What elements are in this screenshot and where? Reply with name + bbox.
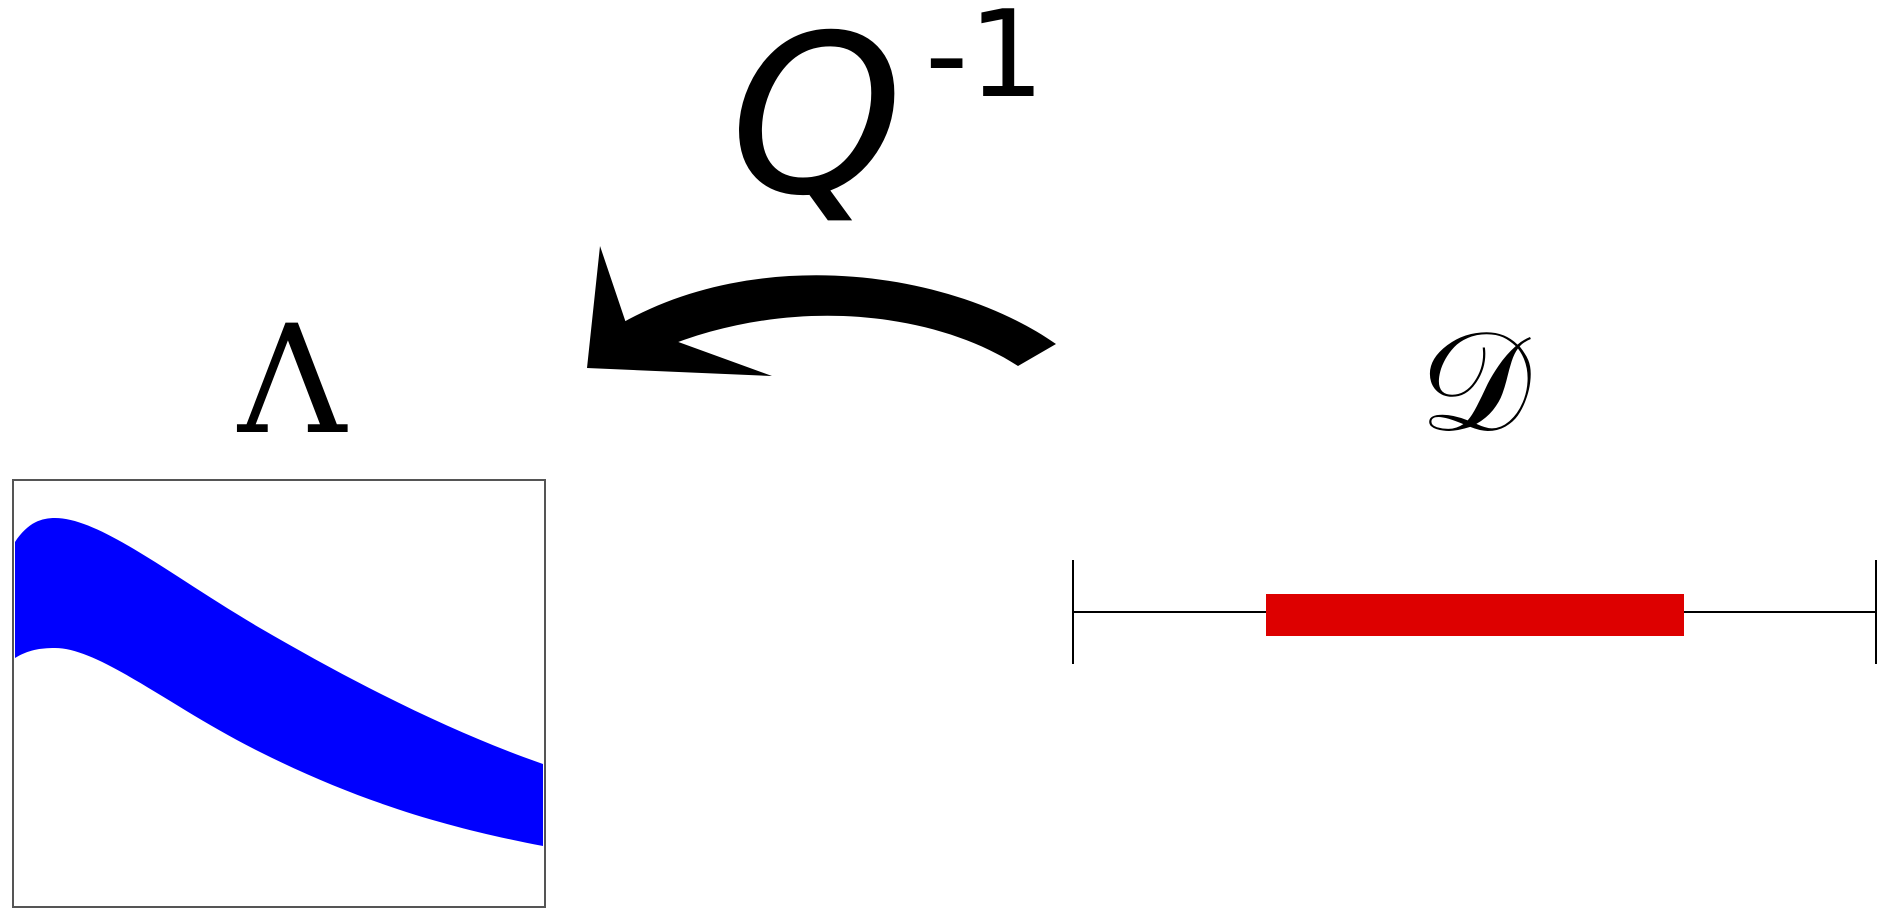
map-exponent: -1	[925, 0, 1045, 125]
red-interval	[1266, 594, 1684, 636]
map-symbol: Q	[730, 0, 903, 244]
left-plot	[12, 479, 546, 908]
map-label: Q -1	[730, 0, 1045, 244]
left-panel-label: Λ	[237, 294, 348, 468]
number-line	[1072, 560, 1877, 664]
arrow-body	[622, 275, 1056, 366]
arrow-head	[587, 246, 772, 376]
blue-band	[15, 518, 543, 846]
right-panel-label: 𝒟	[1419, 301, 1531, 464]
curved-arrow-icon	[587, 246, 1056, 376]
